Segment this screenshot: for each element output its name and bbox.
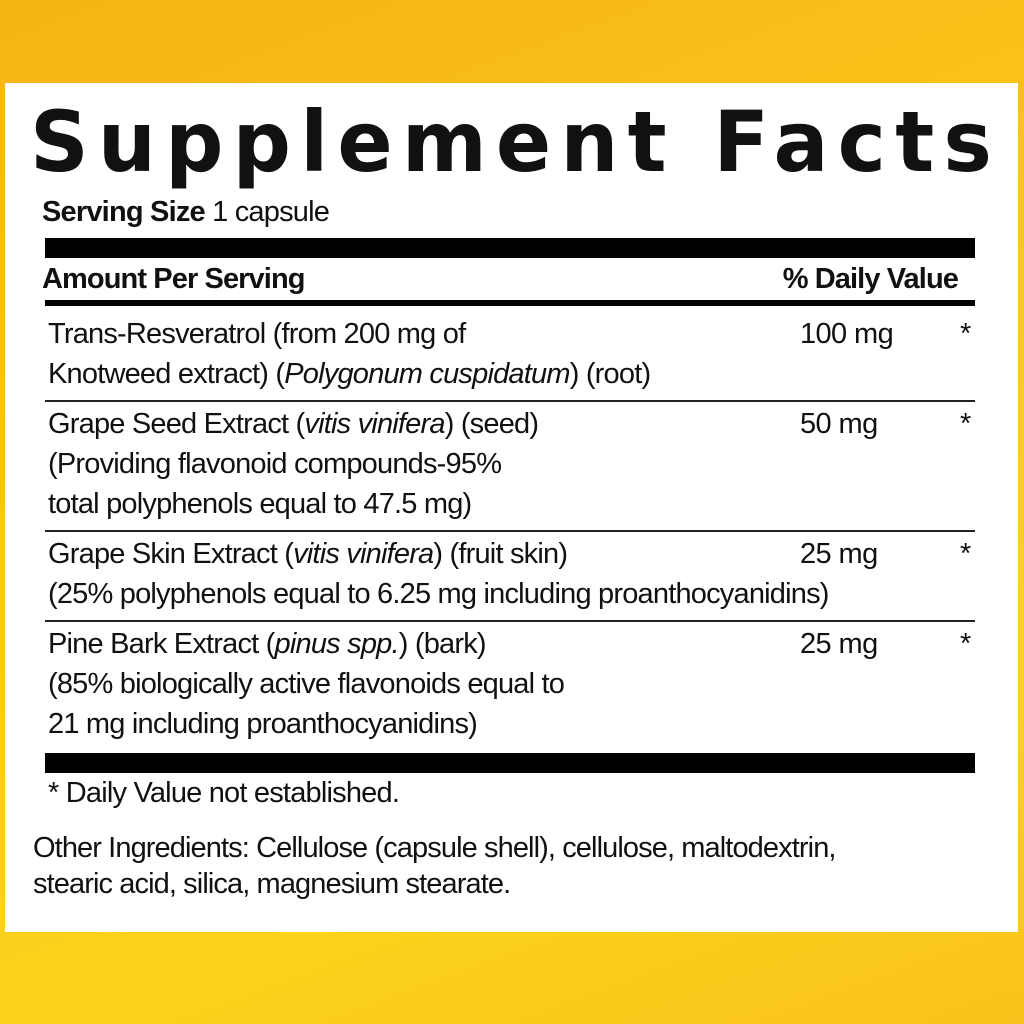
divider-thick <box>45 753 975 773</box>
botanical-name: vitis vinifera <box>293 538 434 570</box>
ingredient-description-line: (Providing flavonoid compounds-95% <box>45 444 975 484</box>
botanical-name: vitis vinifera <box>304 408 445 440</box>
ingredient-amount: 100 mg <box>800 318 894 350</box>
amount-per-serving-header: Amount Per Serving <box>42 263 305 295</box>
daily-value-asterisk: * <box>960 318 972 350</box>
daily-value-asterisk: * <box>960 408 972 440</box>
footnote: * Daily Value not established. <box>48 777 400 809</box>
description-text: ) (bark) <box>398 628 487 660</box>
daily-value-asterisk: * <box>960 628 972 660</box>
description-text: Knotweed extract) ( <box>48 358 285 390</box>
ingredient-amount: 25 mg <box>800 628 878 660</box>
description-text: ) (fruit skin) <box>433 538 568 570</box>
description-text: Grape Seed Extract ( <box>48 408 305 440</box>
serving-size-label: Serving Size <box>42 196 206 228</box>
ingredient-row: Pine Bark Extract (pinus spp.) (bark) (85… <box>45 622 975 750</box>
description-text: 21 mg including proanthocyanidins) <box>48 708 478 740</box>
ingredient-amount: 25 mg <box>800 538 878 570</box>
ingredient-row: Grape Skin Extract (vitis vinifera) (fru… <box>45 532 975 622</box>
description-text: total polyphenols equal to 47.5 mg) <box>48 488 472 520</box>
ingredient-description-line: Trans-Resveratrol (from 200 mg of <box>45 314 975 354</box>
ingredient-description-line: Grape Seed Extract (vitis vinifera) (see… <box>45 404 975 444</box>
serving-size: Serving Size 1 capsule <box>42 193 330 231</box>
ingredient-row: Grape Seed Extract (vitis vinifera) (see… <box>45 402 975 532</box>
ingredient-description-line: total polyphenols equal to 47.5 mg) <box>45 484 975 524</box>
supplement-facts-panel <box>5 83 1018 932</box>
ingredient-description-line: 21 mg including proanthocyanidins) <box>45 704 975 744</box>
description-text: ) (root) <box>569 358 651 390</box>
daily-value-asterisk: * <box>960 538 972 570</box>
divider-medium <box>45 300 975 306</box>
ingredient-description-line: (25% polyphenols equal to 6.25 mg includ… <box>45 574 975 614</box>
ingredient-description-line: (85% biologically active flavonoids equa… <box>45 664 975 704</box>
description-text: Grape Skin Extract ( <box>48 538 294 570</box>
description-text: (Providing flavonoid compounds-95% <box>48 448 502 480</box>
ingredient-table: Trans-Resveratrol (from 200 mg of Knotwee… <box>45 312 975 750</box>
other-ingredients-line: Other Ingredients: Cellulose (capsule sh… <box>33 832 836 864</box>
ingredient-description-line: Pine Bark Extract (pinus spp.) (bark) <box>45 624 975 664</box>
ingredient-description-line: Grape Skin Extract (vitis vinifera) (fru… <box>45 534 975 574</box>
description-text: Trans-Resveratrol (from 200 mg of <box>48 318 466 350</box>
other-ingredients-line: stearic acid, silica, magnesium stearate… <box>33 868 511 900</box>
other-ingredients: Other Ingredients: Cellulose (capsule sh… <box>33 830 836 902</box>
description-text: Pine Bark Extract ( <box>48 628 275 660</box>
description-text: (85% biologically active flavonoids equa… <box>48 668 565 700</box>
ingredient-amount: 50 mg <box>800 408 878 440</box>
botanical-name: Polygonum cuspidatum <box>284 358 570 390</box>
divider-thick <box>45 238 975 258</box>
label-title: Supplement Facts <box>30 93 1002 191</box>
description-text: (25% polyphenols equal to 6.25 mg includ… <box>48 578 829 610</box>
ingredient-description-line: Knotweed extract) (Polygonum cuspidatum)… <box>45 354 975 394</box>
daily-value-header: % Daily Value <box>782 263 959 295</box>
serving-size-value: 1 capsule <box>212 196 330 228</box>
botanical-name: pinus spp. <box>274 628 400 660</box>
description-text: ) (seed) <box>444 408 539 440</box>
ingredient-row: Trans-Resveratrol (from 200 mg of Knotwee… <box>45 312 975 402</box>
